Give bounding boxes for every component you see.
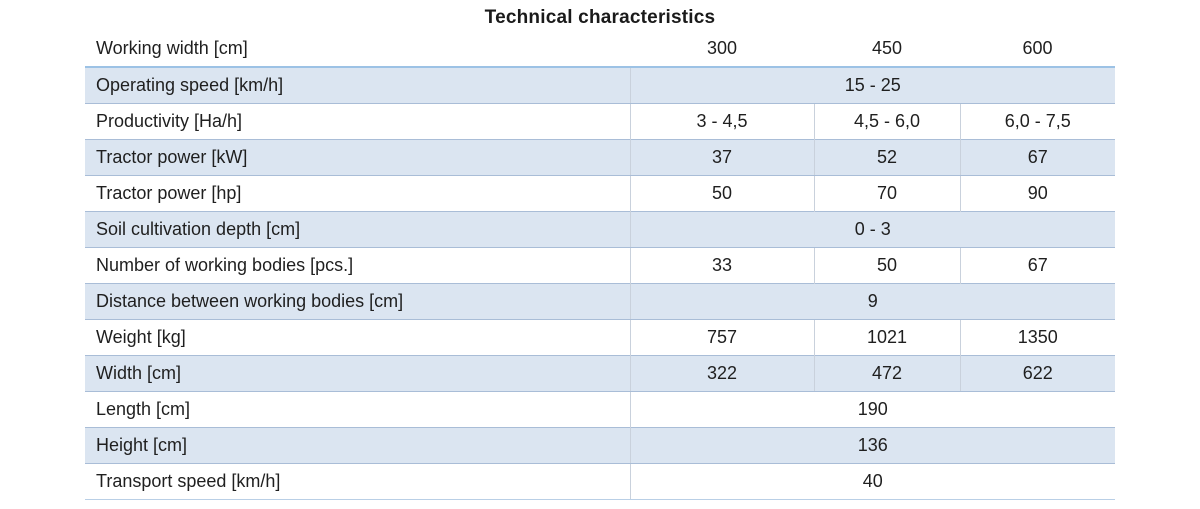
row-value-cell: 33 xyxy=(630,247,815,284)
row-value-cell: 6,0 - 7,5 xyxy=(1004,111,1071,131)
row-value-cell: 52 xyxy=(814,139,961,176)
table-row: Weight [kg] 757 1021 1350 xyxy=(85,319,1115,356)
row-label-cell: Weight [kg] xyxy=(85,319,631,356)
row-span-value-cell: 136 xyxy=(630,427,1115,464)
row-label-cell: Productivity [Ha/h] xyxy=(85,103,631,140)
row-span-value-cell: 190 xyxy=(857,399,888,419)
row-value-cell: 90 xyxy=(1027,183,1048,203)
column-header-600: 600 xyxy=(960,31,1115,68)
table-row: Operating speed [km/h] 15 - 25 xyxy=(85,66,1115,104)
row-label-cell: Operating speed [km/h] xyxy=(85,66,631,104)
table-row: Number of working bodies [pcs.] 33 50 67 xyxy=(85,247,1115,284)
row-span-value-cell: 9 xyxy=(630,283,1115,320)
row-span-value-cell: 0 - 3 xyxy=(630,211,1115,248)
row-value-cell: 67 xyxy=(960,139,1115,176)
row-label-cell: Tractor power [kW] xyxy=(85,139,631,176)
row-label-cell: Soil cultivation depth [cm] xyxy=(85,211,631,248)
table-row: Length [cm] 190 xyxy=(85,391,1115,428)
row-value-cell: 322 xyxy=(630,355,815,392)
row-value-cell: 67 xyxy=(1027,255,1048,275)
table-row: Tractor power [kW] 37 52 67 xyxy=(85,139,1115,176)
table-row: Productivity [Ha/h] 3 - 4,5 4,5 - 6,0 6,0 -… xyxy=(85,103,1115,140)
row-label-cell: Width [cm] xyxy=(85,355,631,392)
table-row: Transport speed [km/h] 40 xyxy=(85,463,1115,500)
table-header-row: Working width [cm] 300 450 600 xyxy=(85,31,1115,68)
row-value-cell: 50 xyxy=(814,247,961,284)
column-header-300: 300 xyxy=(630,31,814,68)
row-value-cell: 1350 xyxy=(1017,327,1058,347)
row-value-cell: 3 - 4,5 xyxy=(630,103,815,140)
page-title: Technical characteristics xyxy=(484,7,716,28)
row-value-cell: 37 xyxy=(630,139,815,176)
row-label-cell: Number of working bodies [pcs.] xyxy=(85,247,631,284)
row-label-cell: Height [cm] xyxy=(85,427,631,464)
row-value-cell: 622 xyxy=(960,355,1115,392)
row-label-cell: Length [cm] xyxy=(85,391,631,428)
technical-characteristics-table: Working width [cm] 300 450 600 Operating… xyxy=(85,31,1115,500)
row-value-cell: 472 xyxy=(814,355,961,392)
row-value-cell: 50 xyxy=(630,175,815,212)
table-row: Distance between working bodies [cm] 9 xyxy=(85,283,1115,320)
row-value-cell: 1021 xyxy=(814,319,961,356)
row-span-value-cell: 40 xyxy=(630,463,1115,500)
column-header-450: 450 xyxy=(814,31,960,68)
row-value-cell: 70 xyxy=(814,175,961,212)
row-label-cell: Transport speed [km/h] xyxy=(85,463,631,500)
row-label-cell: Tractor power [hp] xyxy=(85,175,631,212)
row-value-cell: 757 xyxy=(630,319,815,356)
table-row: Width [cm] 322 472 622 xyxy=(85,355,1115,392)
table-row: Tractor power [hp] 50 70 90 xyxy=(85,175,1115,212)
header-label-cell: Working width [cm] xyxy=(85,31,630,68)
table-row: Height [cm] 136 xyxy=(85,427,1115,464)
row-value-cell: 4,5 - 6,0 xyxy=(814,103,961,140)
row-span-value-cell: 15 - 25 xyxy=(630,66,1115,104)
table-row: Soil cultivation depth [cm] 0 - 3 xyxy=(85,211,1115,248)
row-label-cell: Distance between working bodies [cm] xyxy=(85,283,631,320)
